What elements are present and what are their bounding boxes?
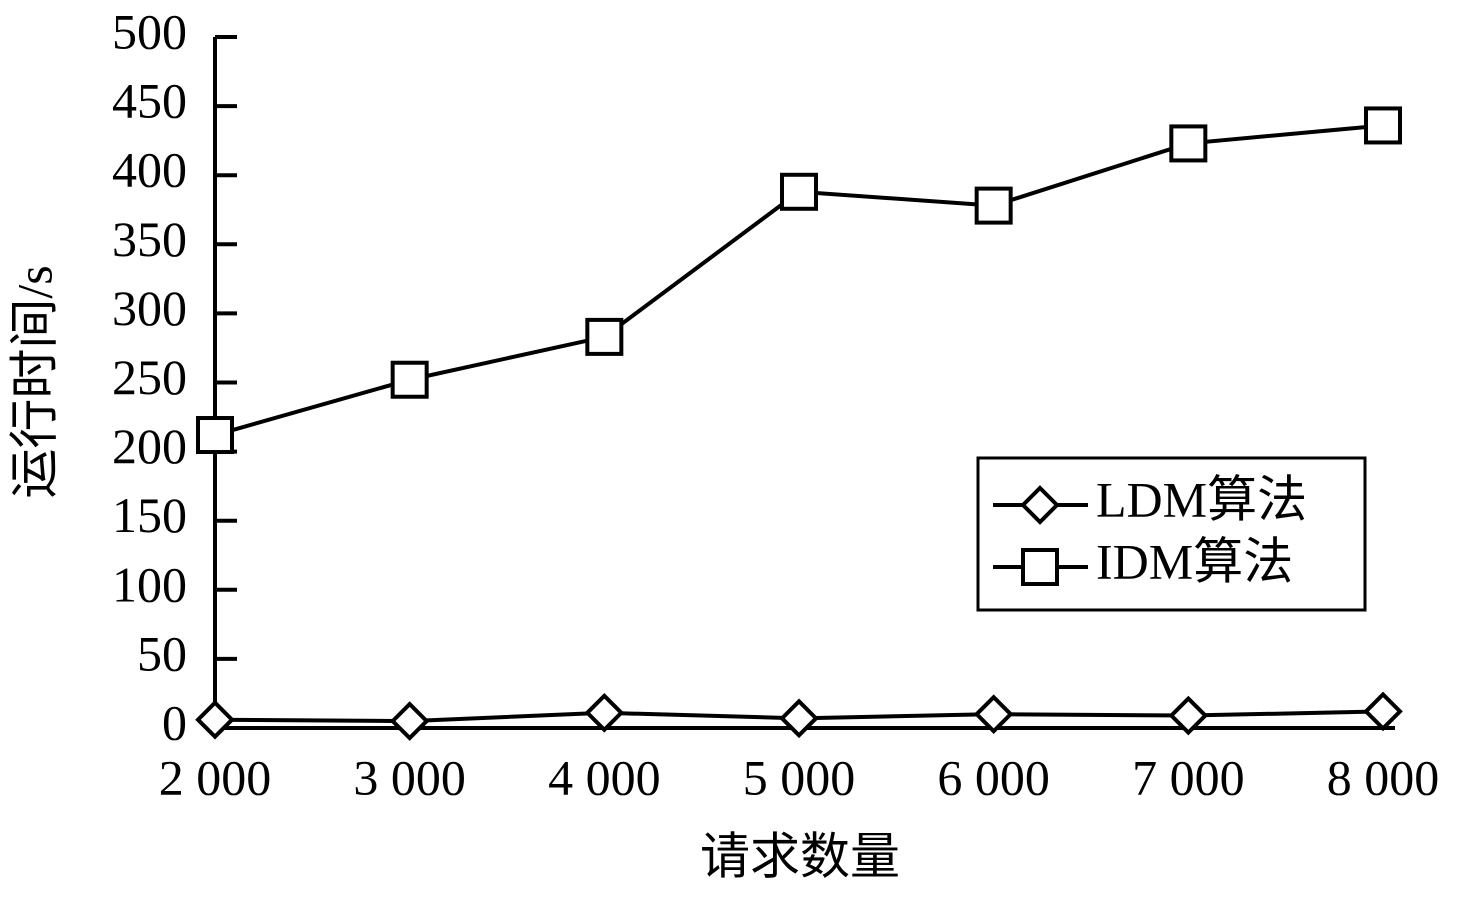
- marker: [585, 317, 624, 356]
- x-tick-label: 7 000: [1132, 749, 1245, 805]
- y-tick-label: 200: [112, 418, 187, 474]
- marker: [1364, 106, 1402, 145]
- legend-label: LDM算法: [1096, 471, 1307, 527]
- marker: [1169, 124, 1208, 163]
- y-tick-label: 50: [137, 625, 187, 681]
- marker: [1168, 695, 1209, 736]
- y-tick-label: 450: [112, 73, 187, 129]
- y-tick-label: 150: [112, 487, 187, 543]
- x-tick-label: 2 000: [159, 749, 272, 805]
- legend-marker: [1020, 485, 1060, 525]
- marker: [196, 416, 234, 455]
- x-tick-label: 3 000: [353, 749, 466, 805]
- marker: [389, 701, 430, 741]
- y-tick-label: 250: [112, 349, 187, 405]
- x-tick-label: 6 000: [937, 749, 1050, 805]
- legend-marker: [1021, 548, 1059, 586]
- y-axis-label: 运行时间/s: [6, 265, 62, 498]
- marker: [195, 699, 235, 740]
- y-tick-label: 0: [162, 694, 187, 750]
- marker: [584, 692, 625, 733]
- legend-label: IDM算法: [1096, 533, 1293, 589]
- y-tick-label: 300: [112, 280, 187, 336]
- marker: [390, 360, 429, 399]
- series-line: [214, 123, 1384, 437]
- y-tick-label: 350: [112, 211, 187, 267]
- y-tick-label: 400: [112, 142, 187, 198]
- y-tick-label: 500: [112, 3, 187, 59]
- x-axis-label: 请求数量: [700, 828, 900, 884]
- marker: [779, 698, 819, 739]
- x-tick-label: 4 000: [548, 749, 661, 805]
- marker: [974, 186, 1013, 225]
- marker: [1363, 691, 1403, 732]
- x-tick-label: 5 000: [743, 749, 856, 805]
- x-tick-label: 8 000: [1327, 749, 1440, 805]
- marker: [973, 694, 1014, 735]
- y-tick-label: 100: [112, 556, 187, 612]
- marker: [780, 172, 818, 211]
